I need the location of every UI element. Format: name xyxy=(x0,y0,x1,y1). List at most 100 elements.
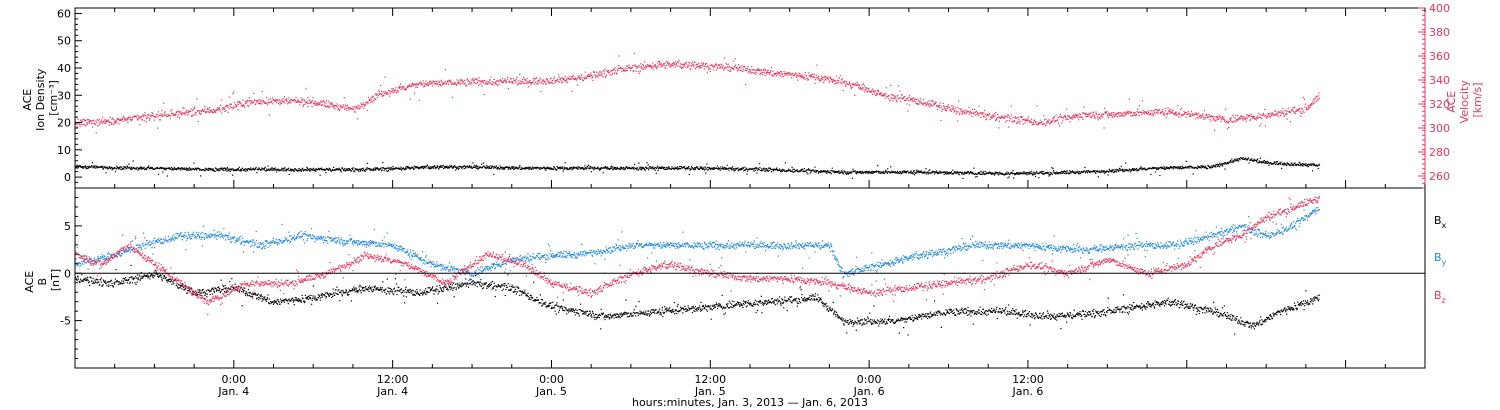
velocity-point xyxy=(1107,114,1109,116)
density-point xyxy=(731,167,733,169)
density-point xyxy=(719,169,721,171)
density-point xyxy=(1012,173,1014,175)
density-point xyxy=(289,170,291,172)
velocity-point xyxy=(617,67,620,69)
velocity-point xyxy=(372,95,374,97)
velocity-point xyxy=(827,79,829,81)
velocity-point xyxy=(249,100,251,102)
velocity-point xyxy=(288,102,290,104)
velocity-point xyxy=(204,106,206,108)
velocity-point xyxy=(459,79,461,81)
velocity-point xyxy=(761,73,763,76)
velocity-point xyxy=(1103,113,1105,116)
velocity-point xyxy=(1293,111,1295,113)
density-point xyxy=(1141,169,1143,171)
density-point xyxy=(460,166,463,168)
density-point xyxy=(468,166,470,168)
velocity-point xyxy=(1307,106,1309,108)
density-point xyxy=(899,171,901,173)
velocity-point xyxy=(716,65,718,67)
velocity-point xyxy=(1258,113,1260,115)
density-point xyxy=(1007,177,1009,179)
density-point xyxy=(467,166,470,168)
density-point xyxy=(348,169,350,171)
density-point xyxy=(620,169,622,171)
velocity-point xyxy=(635,70,637,72)
velocity-point xyxy=(238,102,240,104)
density-point xyxy=(972,172,974,174)
velocity-point xyxy=(872,88,874,90)
density-point xyxy=(577,168,579,170)
velocity-point xyxy=(813,73,816,75)
velocity-point xyxy=(203,108,205,111)
velocity-point xyxy=(730,67,732,69)
density-point xyxy=(612,169,614,171)
velocity-point xyxy=(504,78,506,80)
velocity-point xyxy=(432,85,434,87)
density-point xyxy=(271,169,273,171)
velocity-point xyxy=(1191,112,1193,114)
velocity-point xyxy=(1053,116,1055,118)
velocity-point xyxy=(813,76,815,78)
density-point xyxy=(700,167,702,169)
velocity-point xyxy=(329,105,331,107)
density-point xyxy=(1122,170,1124,172)
density-point xyxy=(643,168,645,170)
density-point xyxy=(391,167,393,169)
density-point xyxy=(102,165,104,167)
density-point xyxy=(1110,171,1112,173)
velocity-point xyxy=(110,123,113,125)
velocity-point xyxy=(944,107,946,110)
density-point xyxy=(1176,167,1178,169)
density-point xyxy=(1102,170,1104,172)
velocity-point xyxy=(151,112,153,114)
velocity-point xyxy=(834,80,837,82)
density-point xyxy=(97,166,99,168)
velocity-point xyxy=(575,77,577,79)
density-point xyxy=(808,169,810,171)
velocity-point xyxy=(994,119,997,121)
density-point xyxy=(689,169,691,171)
velocity-point xyxy=(1133,111,1135,113)
velocity-point xyxy=(986,113,988,115)
velocity-point xyxy=(867,91,869,93)
velocity-point xyxy=(690,68,692,70)
density-point xyxy=(128,167,130,169)
density-point xyxy=(1060,171,1062,173)
velocity-point xyxy=(201,109,204,111)
velocity-point xyxy=(315,100,317,102)
velocity-point xyxy=(798,75,800,77)
velocity-point xyxy=(890,84,892,86)
density-point xyxy=(305,169,307,171)
velocity-point xyxy=(683,63,685,65)
velocity-point xyxy=(807,78,809,80)
velocity-point xyxy=(1084,112,1086,115)
density-point xyxy=(658,167,660,169)
density-point xyxy=(275,168,277,171)
velocity-point xyxy=(253,92,255,94)
density-point xyxy=(1084,172,1086,174)
velocity-point xyxy=(416,86,419,88)
velocity-point xyxy=(650,64,652,66)
density-point xyxy=(240,170,242,172)
velocity-point xyxy=(1168,110,1170,112)
velocity-point xyxy=(782,76,785,78)
density-point xyxy=(129,167,131,170)
density-point xyxy=(565,168,567,170)
density-point xyxy=(611,165,613,167)
density-point xyxy=(172,169,174,171)
density-point xyxy=(115,167,117,169)
density-point xyxy=(369,169,371,171)
density-point xyxy=(636,167,638,169)
density-point xyxy=(568,168,570,171)
density-point xyxy=(583,168,585,170)
velocity-point xyxy=(532,81,534,83)
velocity-point xyxy=(723,68,725,70)
density-point xyxy=(264,167,266,169)
velocity-point xyxy=(585,76,587,78)
density-point xyxy=(614,167,616,169)
density-point xyxy=(113,167,115,169)
velocity-point xyxy=(242,104,244,106)
density-point xyxy=(585,168,587,170)
density-point xyxy=(151,167,153,169)
